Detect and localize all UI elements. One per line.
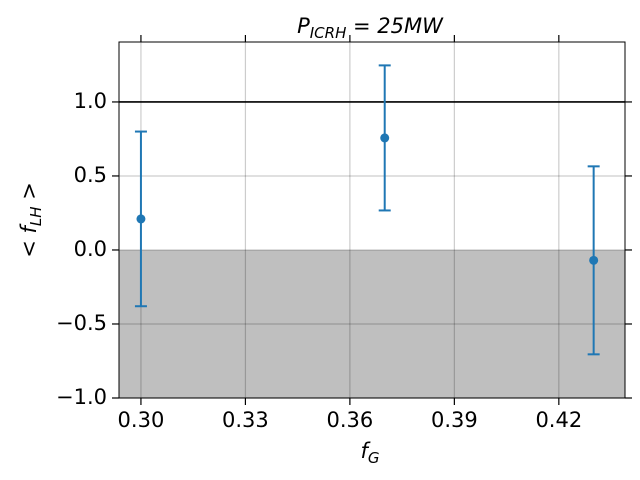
x-axis-label: fG (360, 439, 379, 467)
x-label-main: f (360, 439, 371, 463)
y-label-main: < f (17, 223, 41, 258)
shaded-region (119, 249, 625, 398)
data-point (589, 255, 599, 265)
x-tick-label: 0.39 (431, 408, 478, 432)
title-rest: = 25MW (346, 14, 444, 38)
y-label-rest: > (17, 182, 41, 206)
data-point (380, 133, 390, 143)
y-tick-label: 0.5 (74, 163, 107, 187)
x-tick-label: 0.42 (535, 408, 582, 432)
data-point (136, 214, 146, 224)
y-axis-label: < fLH > (17, 182, 45, 258)
x-tick-label: 0.30 (118, 408, 165, 432)
x-label-sub: G (368, 449, 380, 467)
y-tick-label: 1.0 (74, 89, 107, 113)
y-tick-label: −0.5 (56, 311, 107, 335)
title-sub: ICRH (310, 24, 347, 42)
x-tick-label: 0.36 (327, 408, 374, 432)
plot-frame (118, 41, 626, 399)
y-label-sub: LH (27, 206, 45, 226)
y-tick-label: −1.0 (56, 385, 107, 409)
x-tick-label: 0.33 (222, 408, 269, 432)
chart-title: PICRH = 25MW (297, 14, 444, 42)
title-main: P (297, 14, 310, 38)
y-tick-label: 0.0 (74, 237, 107, 261)
